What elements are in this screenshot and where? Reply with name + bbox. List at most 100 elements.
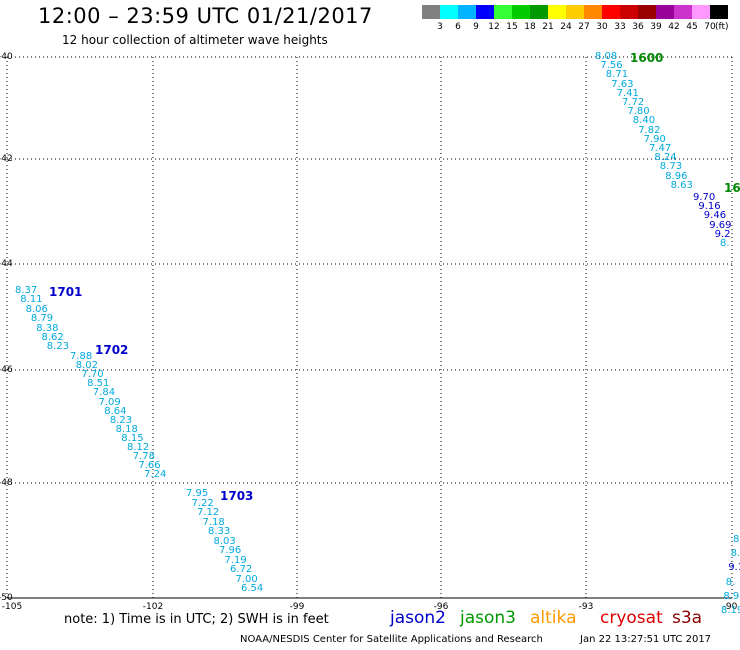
wave-height-value: 7.88 bbox=[70, 351, 93, 362]
legend-swatch bbox=[458, 5, 476, 19]
wave-height-value: 8.73 bbox=[659, 161, 683, 173]
wave-height-value: 7.09 bbox=[98, 396, 121, 408]
wave-height-value: 7.82 bbox=[638, 124, 661, 136]
latitude-label: -42 bbox=[0, 154, 13, 164]
wave-height-value: 8.12 bbox=[127, 442, 150, 453]
credit-text: NOAA/NESDIS Center for Satellite Applica… bbox=[240, 634, 543, 645]
wave-height-value: 7.00 bbox=[235, 573, 258, 585]
wave-height-value: 7.24 bbox=[144, 469, 167, 481]
track-time-label: 1702 bbox=[95, 343, 129, 357]
legend-label: 45 bbox=[686, 22, 698, 32]
legend-label: 18 bbox=[524, 22, 536, 32]
legend-label: 6 bbox=[455, 22, 461, 32]
legend-swatch bbox=[566, 5, 584, 19]
wave-height-value: 8 bbox=[733, 534, 740, 545]
wave-height-value: 7.80 bbox=[627, 106, 650, 118]
wave-height-value: 8.96 bbox=[665, 170, 688, 182]
wave-height-value: 8.15 bbox=[121, 432, 144, 444]
wave-height-value: 9.46 bbox=[703, 210, 727, 222]
legend-label: 30 bbox=[596, 22, 608, 32]
legend-label: 42 bbox=[668, 22, 680, 32]
wave-height-value: 8.02 bbox=[75, 360, 98, 372]
page-subtitle: 12 hour collection of altimeter wave hei… bbox=[62, 33, 328, 47]
track-time-label: 1600 bbox=[630, 51, 664, 65]
longitude-label: -90 bbox=[722, 602, 738, 612]
legend-label: 33 bbox=[614, 22, 626, 32]
wave-height-value: 8. bbox=[720, 238, 730, 249]
wave-height-value: 7.66 bbox=[138, 460, 161, 472]
footer-note: note: 1) Time is in UTC; 2) SWH is in fe… bbox=[64, 612, 329, 627]
legend-swatch bbox=[476, 5, 494, 19]
legend-swatch bbox=[530, 5, 548, 19]
legend-swatch bbox=[440, 5, 458, 19]
wave-height-value: 8.64 bbox=[104, 405, 127, 417]
wave-height-value: 8.24 bbox=[654, 152, 677, 164]
wave-height-value: 7.72 bbox=[622, 97, 645, 108]
longitude-label: -93 bbox=[578, 602, 594, 612]
longitude-label: -105 bbox=[1, 602, 23, 612]
wave-height-value: 8. bbox=[730, 548, 740, 560]
page-title: 12:00 – 23:59 UTC 01/21/2017 bbox=[38, 4, 373, 28]
wave-height-value: 7.22 bbox=[191, 497, 214, 509]
longitude-label: -99 bbox=[289, 602, 305, 612]
wave-height-value: 8.79 bbox=[30, 313, 54, 325]
longitude-label: -96 bbox=[433, 602, 449, 612]
wave-height-value: 8.06 bbox=[25, 303, 48, 315]
legend-label: 9 bbox=[473, 22, 479, 32]
wave-height-value: 7.41 bbox=[616, 87, 639, 99]
wave-height-value: 7.90 bbox=[643, 133, 666, 145]
wave-height-value: 7.70 bbox=[81, 369, 104, 381]
legend-label: 12 bbox=[488, 22, 500, 32]
wave-height-value: 8.40 bbox=[632, 115, 656, 127]
legend-swatch bbox=[656, 5, 674, 19]
legend-swatch bbox=[512, 5, 530, 19]
wave-height-value: 6.72 bbox=[230, 564, 253, 575]
wave-height-value: 8.03 bbox=[213, 535, 236, 547]
wave-height-value: 8.71 bbox=[605, 69, 629, 81]
wave-height-value: 9.69 bbox=[709, 219, 732, 231]
legend-swatch bbox=[602, 5, 620, 19]
legend-swatch bbox=[620, 5, 638, 19]
legend-label: 3 bbox=[437, 22, 443, 32]
satellite-key-jason3: jason3 bbox=[460, 608, 516, 628]
wave-height-value: 8.37 bbox=[15, 285, 38, 296]
wave-height-value: 8.23 bbox=[109, 414, 133, 426]
wave-height-value: 9.70 bbox=[693, 192, 716, 203]
wave-height-value: 9.1 bbox=[728, 562, 740, 574]
wave-height-value: 8.51 bbox=[87, 378, 110, 390]
latitude-label: -40 bbox=[0, 52, 13, 62]
wave-height-value: 7.47 bbox=[649, 143, 672, 154]
wave-height-value: 7.78 bbox=[132, 451, 155, 463]
wave-height-value: 8.08 bbox=[595, 51, 618, 62]
legend-label: 27 bbox=[578, 22, 590, 32]
wave-height-value: 7.56 bbox=[600, 60, 623, 72]
color-scale-legend bbox=[422, 5, 728, 19]
track-time-label: 1701 bbox=[49, 285, 83, 299]
legend-swatch bbox=[584, 5, 602, 19]
legend-unit: (ft) bbox=[715, 22, 729, 32]
wave-height-value: 7.96 bbox=[219, 545, 242, 556]
wave-height-value: 7.19 bbox=[224, 554, 247, 566]
timestamp: Jan 22 13:27:51 UTC 2017 bbox=[580, 634, 712, 645]
wave-height-value: 9.16 bbox=[698, 201, 721, 213]
legend-swatch bbox=[710, 5, 728, 19]
legend-swatch bbox=[548, 5, 566, 19]
longitude-label: -102 bbox=[142, 602, 164, 612]
satellite-key-s3a: s3a bbox=[672, 608, 703, 628]
legend-swatch bbox=[494, 5, 512, 19]
wave-height-value: 8. bbox=[725, 576, 736, 588]
satellite-key-cryosat: cryosat bbox=[600, 608, 663, 628]
wave-height-value: 6.54 bbox=[241, 583, 264, 594]
wave-height-value: 8.33 bbox=[208, 526, 231, 537]
wave-height-value: 8.23 bbox=[46, 341, 70, 353]
legend-swatch bbox=[692, 5, 710, 19]
wave-height-value: 7.12 bbox=[197, 507, 220, 518]
legend-label: 24 bbox=[560, 22, 572, 32]
legend-label: 21 bbox=[542, 22, 554, 32]
wave-height-value: 8.38 bbox=[36, 322, 59, 334]
wave-height-value: 7.84 bbox=[92, 387, 116, 399]
legend-label: 39 bbox=[650, 22, 662, 32]
wave-height-value: 8.18 bbox=[115, 423, 138, 435]
legend-swatch bbox=[638, 5, 656, 19]
